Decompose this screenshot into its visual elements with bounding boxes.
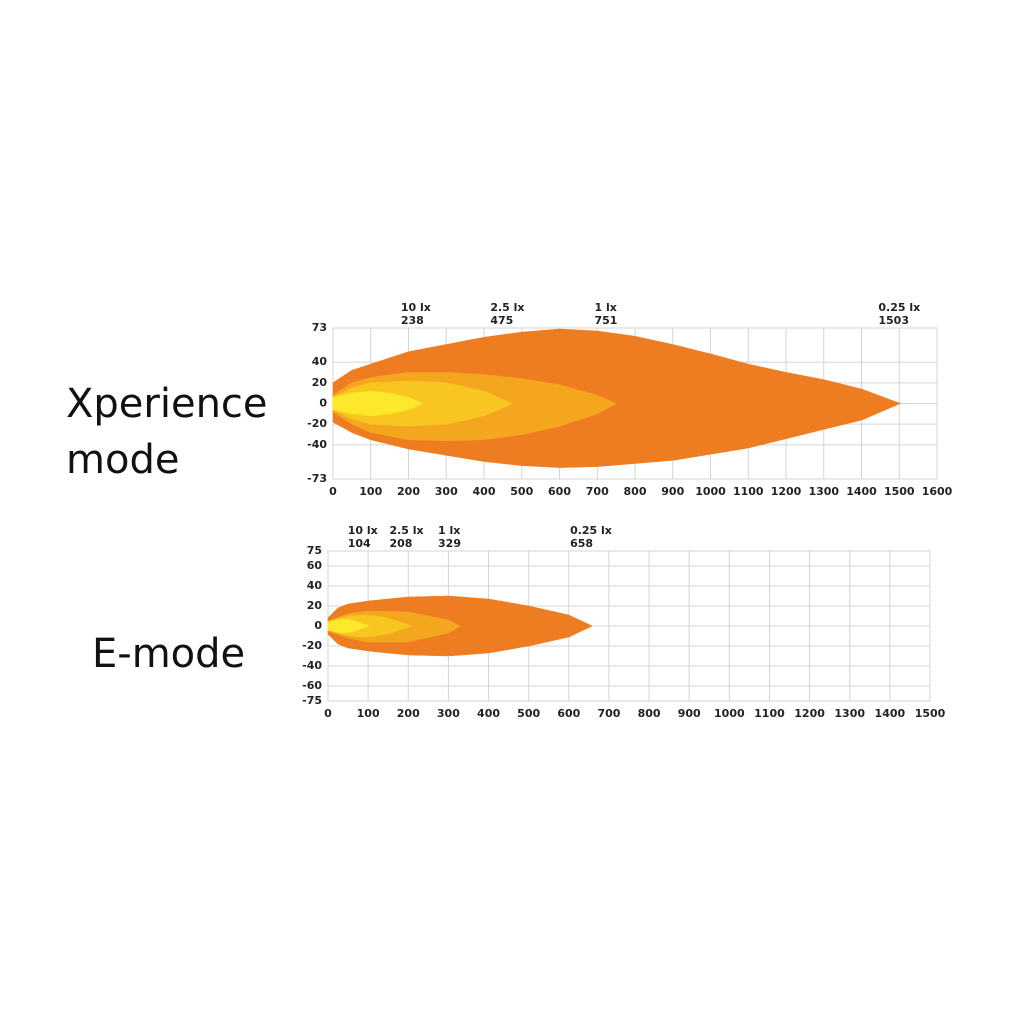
x-tick-label: 1600 xyxy=(922,485,953,498)
x-tick-label: 1100 xyxy=(754,707,785,720)
mode-title: Xperience mode xyxy=(66,381,268,483)
x-tick-label: 1300 xyxy=(808,485,839,498)
y-tick-label: -60 xyxy=(302,679,322,692)
y-tick-label: 40 xyxy=(307,579,323,592)
x-tick-label: 300 xyxy=(435,485,458,498)
isolux-distance: 658 xyxy=(570,537,593,550)
x-tick-label: 1000 xyxy=(714,707,745,720)
beam-contour xyxy=(327,625,370,634)
mode-title: E-mode xyxy=(92,631,246,677)
x-tick-label: 1200 xyxy=(771,485,802,498)
y-tick-label: -40 xyxy=(307,438,327,451)
x-tick-label: 1100 xyxy=(733,485,764,498)
x-tick-label: 100 xyxy=(359,485,382,498)
x-tick-label: 1300 xyxy=(834,707,865,720)
x-tick-label: 400 xyxy=(473,485,496,498)
x-tick-label: 1400 xyxy=(846,485,877,498)
beam-contour xyxy=(332,390,423,404)
y-tick-label: 0 xyxy=(319,397,327,410)
isolux-distance: 329 xyxy=(438,537,461,550)
y-tick-label: 73 xyxy=(312,321,327,334)
x-tick-label: 1000 xyxy=(695,485,726,498)
y-tick-label: 75 xyxy=(307,544,322,557)
beam-contour xyxy=(332,403,423,417)
x-tick-label: 200 xyxy=(397,485,420,498)
y-tick-label: -75 xyxy=(302,694,322,707)
isolux-label: 10 lx xyxy=(348,524,378,537)
x-tick-label: 600 xyxy=(548,485,571,498)
x-tick-label: 500 xyxy=(517,707,540,720)
x-tick-label: 1500 xyxy=(915,707,946,720)
isolux-label: 1 lx xyxy=(438,524,460,537)
y-tick-label: 20 xyxy=(307,599,323,612)
isolux-distance: 1503 xyxy=(878,314,909,327)
x-tick-label: 1500 xyxy=(884,485,915,498)
x-tick-label: 1400 xyxy=(875,707,906,720)
y-tick-label: 60 xyxy=(307,559,323,572)
isolux-label: 0.25 lx xyxy=(878,301,920,314)
x-tick-label: 600 xyxy=(557,707,580,720)
x-tick-label: 300 xyxy=(437,707,460,720)
y-tick-label: -73 xyxy=(307,472,327,485)
isolux-distance: 238 xyxy=(401,314,424,327)
x-tick-label: 800 xyxy=(638,707,661,720)
x-tick-label: 700 xyxy=(597,707,620,720)
x-tick-label: 0 xyxy=(324,707,332,720)
y-tick-label: 40 xyxy=(312,355,328,368)
isolux-distance: 104 xyxy=(348,537,371,550)
y-tick-label: 20 xyxy=(312,376,328,389)
isolux-label: 2.5 lx xyxy=(490,301,524,314)
x-tick-label: 900 xyxy=(678,707,701,720)
x-tick-label: 700 xyxy=(586,485,609,498)
x-tick-label: 1200 xyxy=(794,707,825,720)
isolux-distance: 208 xyxy=(389,537,412,550)
isolux-distance: 751 xyxy=(595,314,618,327)
isolux-label: 2.5 lx xyxy=(389,524,423,537)
x-tick-label: 900 xyxy=(661,485,684,498)
y-tick-label: -40 xyxy=(302,659,322,672)
y-tick-label: -20 xyxy=(307,417,327,430)
isolux-distance: 475 xyxy=(490,314,513,327)
x-tick-label: 800 xyxy=(624,485,647,498)
y-tick-label: 0 xyxy=(314,619,322,632)
isolux-label: 10 lx xyxy=(401,301,431,314)
x-tick-label: 0 xyxy=(329,485,337,498)
isolux-label: 0.25 lx xyxy=(570,524,612,537)
y-tick-label: -20 xyxy=(302,639,322,652)
x-tick-label: 200 xyxy=(397,707,420,720)
x-tick-label: 500 xyxy=(510,485,533,498)
x-tick-label: 100 xyxy=(357,707,380,720)
isolux-label: 1 lx xyxy=(595,301,617,314)
x-tick-label: 400 xyxy=(477,707,500,720)
